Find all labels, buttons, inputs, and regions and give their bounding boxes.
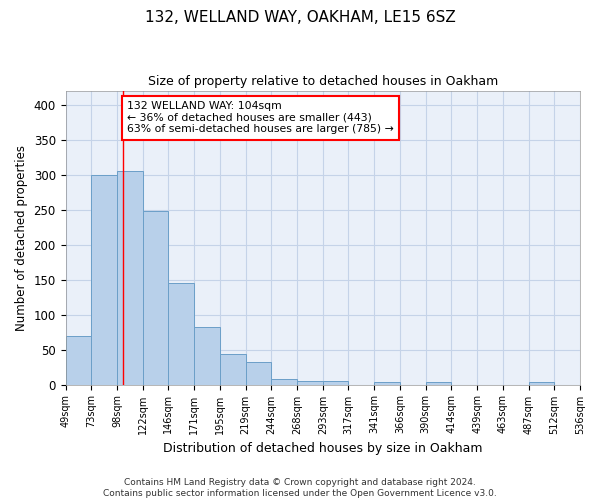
Text: 132, WELLAND WAY, OAKHAM, LE15 6SZ: 132, WELLAND WAY, OAKHAM, LE15 6SZ	[145, 10, 455, 25]
Bar	[220, 354, 245, 384]
Bar	[425, 382, 451, 384]
Bar	[194, 327, 220, 384]
Bar	[169, 283, 194, 384]
Y-axis label: Number of detached properties: Number of detached properties	[15, 144, 28, 330]
Bar	[297, 381, 323, 384]
Bar	[143, 211, 169, 384]
Bar	[91, 174, 117, 384]
Bar	[529, 382, 554, 384]
Title: Size of property relative to detached houses in Oakham: Size of property relative to detached ho…	[148, 75, 498, 88]
Text: 132 WELLAND WAY: 104sqm
← 36% of detached houses are smaller (443)
63% of semi-d: 132 WELLAND WAY: 104sqm ← 36% of detache…	[127, 101, 394, 134]
X-axis label: Distribution of detached houses by size in Oakham: Distribution of detached houses by size …	[163, 442, 482, 455]
Bar	[65, 336, 91, 384]
Bar	[117, 171, 143, 384]
Bar	[323, 381, 349, 384]
Bar	[374, 382, 400, 384]
Bar	[245, 362, 271, 384]
Bar	[271, 379, 297, 384]
Text: Contains HM Land Registry data © Crown copyright and database right 2024.
Contai: Contains HM Land Registry data © Crown c…	[103, 478, 497, 498]
